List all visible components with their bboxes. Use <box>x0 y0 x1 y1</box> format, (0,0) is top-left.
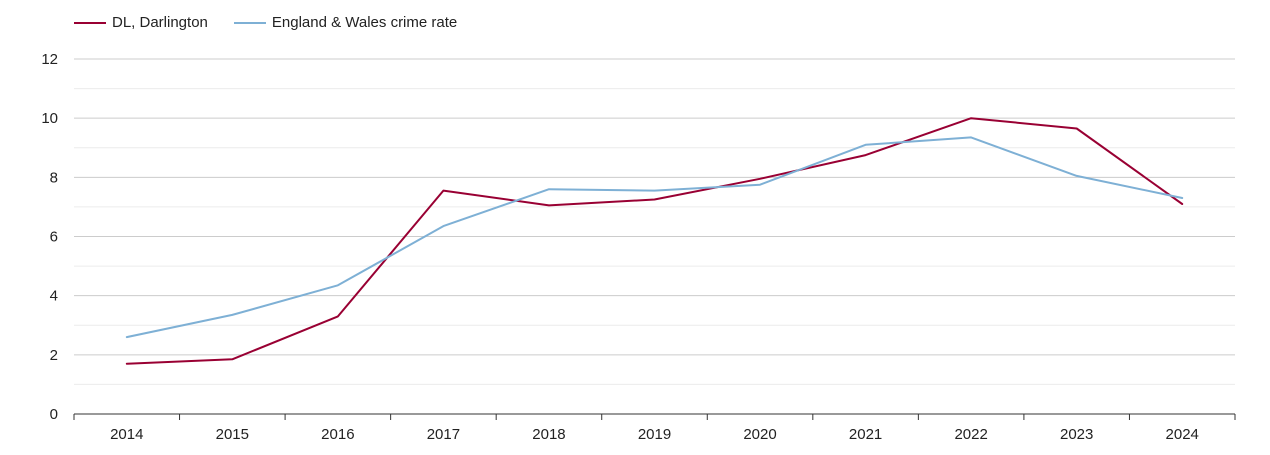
y-tick-label: 10 <box>41 110 58 127</box>
y-tick-label: 6 <box>50 229 58 246</box>
legend-label-darlington: DL, Darlington <box>112 14 208 31</box>
y-tick-label: 4 <box>50 288 58 305</box>
x-tick-label: 2019 <box>638 426 671 443</box>
legend-swatch-england-wales <box>233 21 266 24</box>
y-tick-label: 2 <box>50 347 58 364</box>
x-tick-label: 2021 <box>849 426 882 443</box>
x-tick-label: 2014 <box>110 426 143 443</box>
x-tick-label: 2022 <box>954 426 987 443</box>
x-tick-label: 2020 <box>743 426 776 443</box>
chart-legend: DL, Darlington England & Wales crime rat… <box>74 14 483 31</box>
x-tick-label: 2016 <box>321 426 354 443</box>
x-tick-label: 2015 <box>216 426 249 443</box>
x-tick-label: 2018 <box>532 426 565 443</box>
x-tick-label: 2017 <box>427 426 460 443</box>
axes: 0 2 4 6 8 10 12 2014 2015 2016 2017 2018 2019 2020 202… <box>41 51 1236 443</box>
series-line-0[interactable] <box>125 117 1184 365</box>
grid-lines <box>74 58 1235 385</box>
legend-swatch-darlington <box>74 21 106 24</box>
series-lines <box>125 117 1184 365</box>
legend-item-england-wales[interactable]: England & Wales crime rate <box>233 14 458 31</box>
y-tick-label: 8 <box>50 169 58 186</box>
x-tick-label: 2023 <box>1060 426 1093 443</box>
y-tick-label: 0 <box>50 406 58 423</box>
legend-item-darlington[interactable]: DL, Darlington <box>74 14 208 31</box>
legend-label-england-wales: England & Wales crime rate <box>271 14 458 31</box>
y-tick-label: 12 <box>41 51 58 68</box>
x-tick-label: 2024 <box>1166 426 1199 443</box>
series-line-1[interactable] <box>125 136 1184 339</box>
